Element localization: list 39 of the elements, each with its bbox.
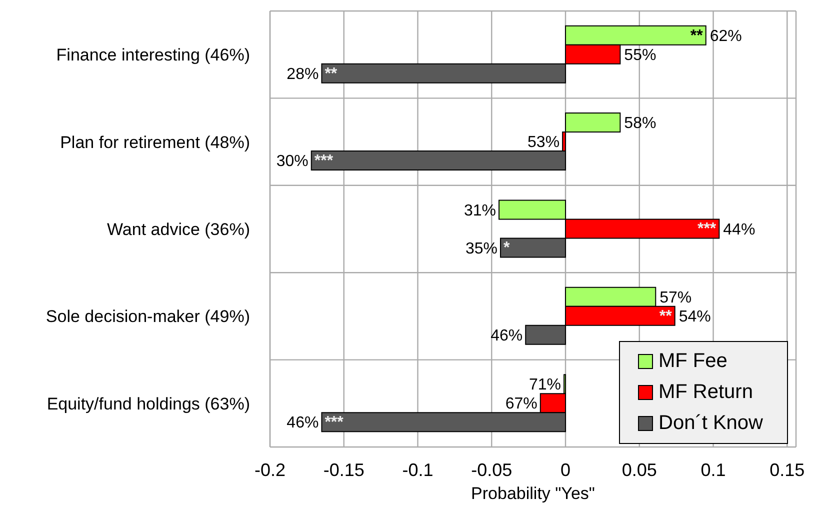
y-tick-label: Plan for retirement (48%) (60, 132, 250, 152)
annotation: ** (659, 308, 673, 325)
annotation: 57% (660, 290, 692, 307)
annotation: ** (324, 65, 338, 82)
annotation: 54% (678, 308, 711, 326)
x-tick-label: 0.05 (622, 460, 657, 480)
annotation: 46% (286, 414, 319, 432)
x-tick-label: 0.1 (700, 460, 726, 480)
annotation: 31% (464, 202, 496, 220)
annotation: 44% (723, 221, 756, 238)
y-tick-label: Equity/fund holdings (63%) (46, 394, 250, 414)
annotation: 71% (528, 376, 562, 394)
annotation: 67% (505, 396, 538, 413)
annotation: *** (697, 220, 717, 238)
legend-label: Don´t Know (658, 411, 763, 436)
y-tick-label: Want advice (36%) (107, 220, 250, 240)
annotation: *** (314, 152, 334, 170)
annotation: 55% (624, 46, 656, 64)
annotation: ** (690, 27, 704, 44)
annotation: * (503, 240, 510, 257)
annotation: 58% (624, 115, 656, 132)
y-tick-label: Sole decision-maker (49%) (46, 307, 250, 326)
annotation: 62% (710, 28, 742, 45)
annotation: 28% (286, 66, 319, 83)
annotation: *** (324, 414, 344, 432)
x-tick-label: 0.15 (770, 460, 805, 480)
annotation: 35% (465, 240, 498, 258)
x-tick-label: -0.15 (323, 460, 364, 480)
x-axis-title: Probability "Yes" (471, 484, 595, 503)
legend-label: MF Fee (658, 349, 728, 374)
x-tick-label: 0 (560, 460, 571, 480)
x-tick-label: -0.1 (402, 460, 434, 480)
legend-label: MF Return (658, 380, 753, 405)
annotation: 53% (528, 134, 560, 152)
x-tick-label: -0.05 (471, 460, 512, 480)
annotation: 30% (276, 153, 308, 170)
y-tick-label: Finance interesting (46%) (56, 46, 250, 65)
x-tick-label: -0.2 (254, 460, 286, 480)
annotation: 46% (490, 328, 523, 345)
